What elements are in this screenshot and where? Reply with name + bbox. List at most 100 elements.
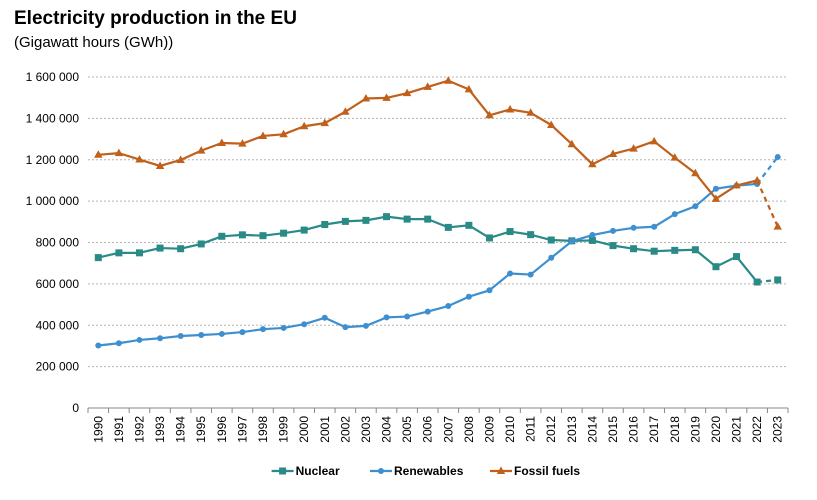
x-tick-label: 1992 <box>132 416 146 443</box>
series-projection-fossil-fuels <box>756 179 779 228</box>
legend-marker-renewables <box>378 468 384 474</box>
y-axis-ticks: 0 200 000 400 000 600 000 800 000 1 000 000 1 … <box>26 70 80 415</box>
y-tick-label: 0 <box>72 401 79 415</box>
data-point-renewables <box>589 232 596 239</box>
data-point-renewables <box>692 203 699 210</box>
data-point-renewables <box>239 329 246 336</box>
data-point-nuclear <box>321 221 329 229</box>
x-tick-label: 2003 <box>359 416 373 443</box>
data-point-nuclear <box>691 246 699 254</box>
x-tick-label: 2004 <box>380 416 394 443</box>
x-tick-label: 2014 <box>585 416 599 443</box>
data-point-fossil-fuels <box>402 88 412 97</box>
data-point-fossil-fuels <box>382 93 391 101</box>
series-projection-renewables <box>756 156 779 185</box>
data-point-nuclear <box>300 226 308 234</box>
data-point-fossil-fuels <box>588 159 597 168</box>
y-tick-label: 1 400 000 <box>26 111 80 125</box>
data-point-fossil-fuels <box>197 146 206 154</box>
data-point-fossil-fuels <box>608 149 618 157</box>
x-tick-label: 2002 <box>338 416 352 443</box>
x-tick-label: 1999 <box>277 416 291 443</box>
x-tick-label: 2009 <box>482 416 496 443</box>
data-point-fossil-fuels <box>341 107 350 115</box>
x-tick-label: 2018 <box>668 416 682 443</box>
legend-marker-nuclear <box>279 467 287 475</box>
x-tick-label: 2016 <box>627 416 641 443</box>
series-nuclear <box>94 213 782 286</box>
x-tick-label: 1996 <box>215 416 229 443</box>
data-point-nuclear <box>197 240 205 248</box>
data-point-nuclear <box>341 217 349 225</box>
data-point-fossil-fuels <box>444 76 453 84</box>
data-point-fossil-fuels <box>299 121 309 130</box>
data-point-fossil-fuels <box>691 168 700 177</box>
series-fossil-fuels <box>94 76 782 230</box>
data-point-renewables <box>177 333 184 340</box>
data-point-renewables <box>95 342 102 349</box>
x-axis-ticks: 1990 1991 1992 1993 1994 1995 1996 1997 1998 1999… <box>87 408 789 443</box>
series-group <box>94 76 782 349</box>
x-tick-label: 2001 <box>318 416 332 443</box>
data-point-renewables <box>157 335 164 342</box>
x-tick-label: 2008 <box>462 416 476 443</box>
x-tick-label: 2019 <box>688 416 702 443</box>
data-point-nuclear <box>403 215 411 223</box>
data-point-nuclear <box>630 245 638 253</box>
y-tick-label: 400 000 <box>36 318 80 332</box>
data-point-fossil-fuels <box>279 129 288 138</box>
data-point-fossil-fuels <box>547 120 556 128</box>
data-point-fossil-fuels <box>176 155 185 163</box>
data-point-nuclear <box>156 244 164 252</box>
data-point-fossil-fuels <box>567 139 577 148</box>
data-point-renewables <box>404 313 411 320</box>
x-tick-label: 1997 <box>235 416 249 443</box>
data-point-renewables <box>362 322 369 329</box>
x-tick-label: 1994 <box>174 416 188 443</box>
legend-marker-fossil-fuels <box>496 466 506 474</box>
data-point-fossil-fuels <box>670 153 679 161</box>
data-point-renewables <box>465 293 472 300</box>
data-point-nuclear <box>485 234 493 242</box>
data-point-nuclear <box>280 229 288 237</box>
data-point-fossil-fuels <box>464 84 474 93</box>
data-point-renewables <box>115 340 122 347</box>
data-point-renewables <box>548 254 555 261</box>
series-line-nuclear <box>98 215 758 283</box>
data-point-renewables <box>445 303 452 310</box>
x-tick-label: 2023 <box>771 416 785 443</box>
x-tick-label: 2000 <box>297 416 311 443</box>
data-point-nuclear <box>259 232 267 240</box>
data-point-nuclear <box>135 249 143 257</box>
data-point-fossil-fuels <box>505 104 515 113</box>
legend-label-fossil-fuels: Fossil fuels <box>514 464 580 478</box>
data-point-nuclear <box>444 223 452 231</box>
data-point-nuclear <box>383 213 391 221</box>
data-point-fossil-fuels <box>217 138 227 146</box>
data-point-renewables <box>651 223 658 230</box>
data-point-nuclear <box>94 254 102 262</box>
x-tick-label: 1995 <box>194 416 208 443</box>
data-point-nuclear <box>650 247 658 255</box>
data-point-nuclear <box>733 253 741 261</box>
y-tick-label: 600 000 <box>36 277 80 291</box>
data-point-fossil-fuels <box>258 131 268 139</box>
data-point-fossil-fuels <box>629 144 638 152</box>
data-point-nuclear <box>506 228 514 236</box>
y-tick-label: 1 600 000 <box>26 70 80 84</box>
data-point-fossil-fuels <box>361 94 371 102</box>
data-point-renewables <box>507 270 514 277</box>
data-point-fossil-fuels <box>773 222 782 230</box>
x-tick-label: 2017 <box>647 416 661 443</box>
data-point-renewables <box>671 211 678 218</box>
data-point-fossil-fuels <box>155 161 165 169</box>
chart-subtitle: (Gigawatt hours (GWh)) <box>14 34 174 51</box>
y-tick-label: 1 000 000 <box>26 194 80 208</box>
x-tick-label: 1990 <box>91 416 105 443</box>
y-tick-label: 200 000 <box>36 360 80 374</box>
data-point-renewables <box>568 238 575 245</box>
legend-label-nuclear: Nuclear <box>296 464 340 478</box>
data-point-fossil-fuels <box>732 180 741 189</box>
data-point-fossil-fuels <box>711 194 721 202</box>
